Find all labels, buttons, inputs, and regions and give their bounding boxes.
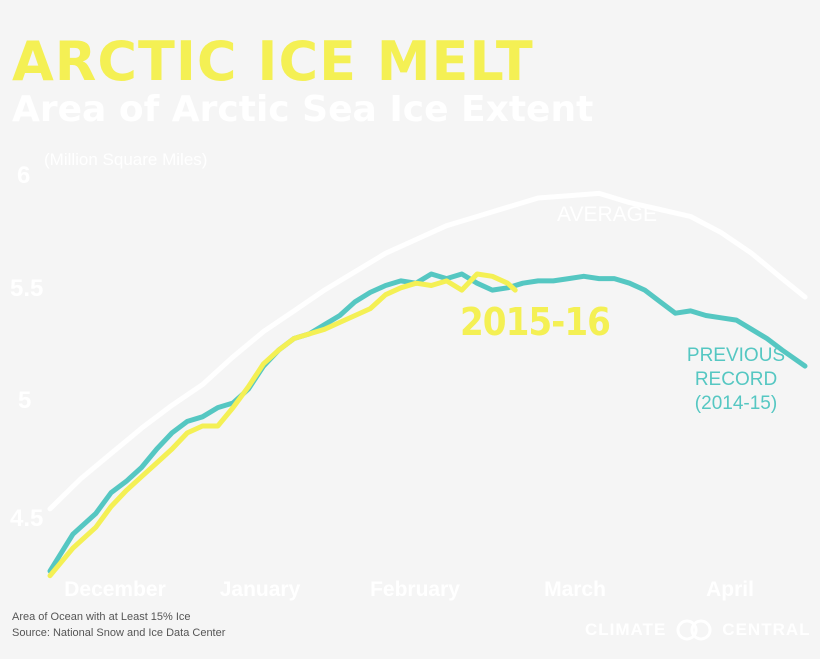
chart-subtitle: Area of Arctic Sea Ice Extent bbox=[12, 89, 594, 130]
climate-central-logo: CLIMATE CENTRAL bbox=[585, 618, 811, 642]
chart-title: ARCTIC ICE MELT bbox=[12, 30, 534, 93]
source-note: Source: National Snow and Ice Data Cente… bbox=[12, 627, 226, 639]
x-tick-label: March bbox=[544, 578, 606, 601]
x-tick-label: February bbox=[370, 578, 460, 601]
y-tick-label: 4.5 bbox=[10, 505, 44, 532]
legend-label-average: AVERAGE bbox=[557, 203, 657, 226]
x-tick-label: December bbox=[64, 578, 166, 601]
x-tick-label: April bbox=[706, 578, 754, 601]
legend-label-line: (2014-15) bbox=[694, 393, 778, 414]
y-tick-label: 5.5 bbox=[10, 275, 44, 302]
series-line-2015-16 bbox=[47, 271, 518, 579]
y-tick-label: 6 bbox=[17, 162, 31, 189]
y-axis-label: (Million Square Miles) bbox=[44, 150, 208, 169]
x-tick-label: January bbox=[219, 578, 301, 601]
legend-label-2015-16: 2015-16 bbox=[460, 300, 611, 344]
legend-label-line: RECORD bbox=[694, 369, 778, 390]
footnote: Area of Ocean with at Least 15% Ice bbox=[12, 611, 191, 623]
series-line-average bbox=[47, 190, 808, 512]
series-line-previous-record bbox=[47, 271, 808, 574]
logo-text-left: CLIMATE bbox=[585, 620, 667, 639]
y-tick-label: 5 bbox=[18, 387, 32, 414]
logo-mark-icon bbox=[676, 619, 712, 641]
legend-label-previous-record: PREVIOUS RECORD (2014-15) bbox=[676, 344, 796, 416]
logo-text-right: CENTRAL bbox=[722, 620, 811, 639]
legend-label-line: PREVIOUS bbox=[686, 345, 786, 366]
